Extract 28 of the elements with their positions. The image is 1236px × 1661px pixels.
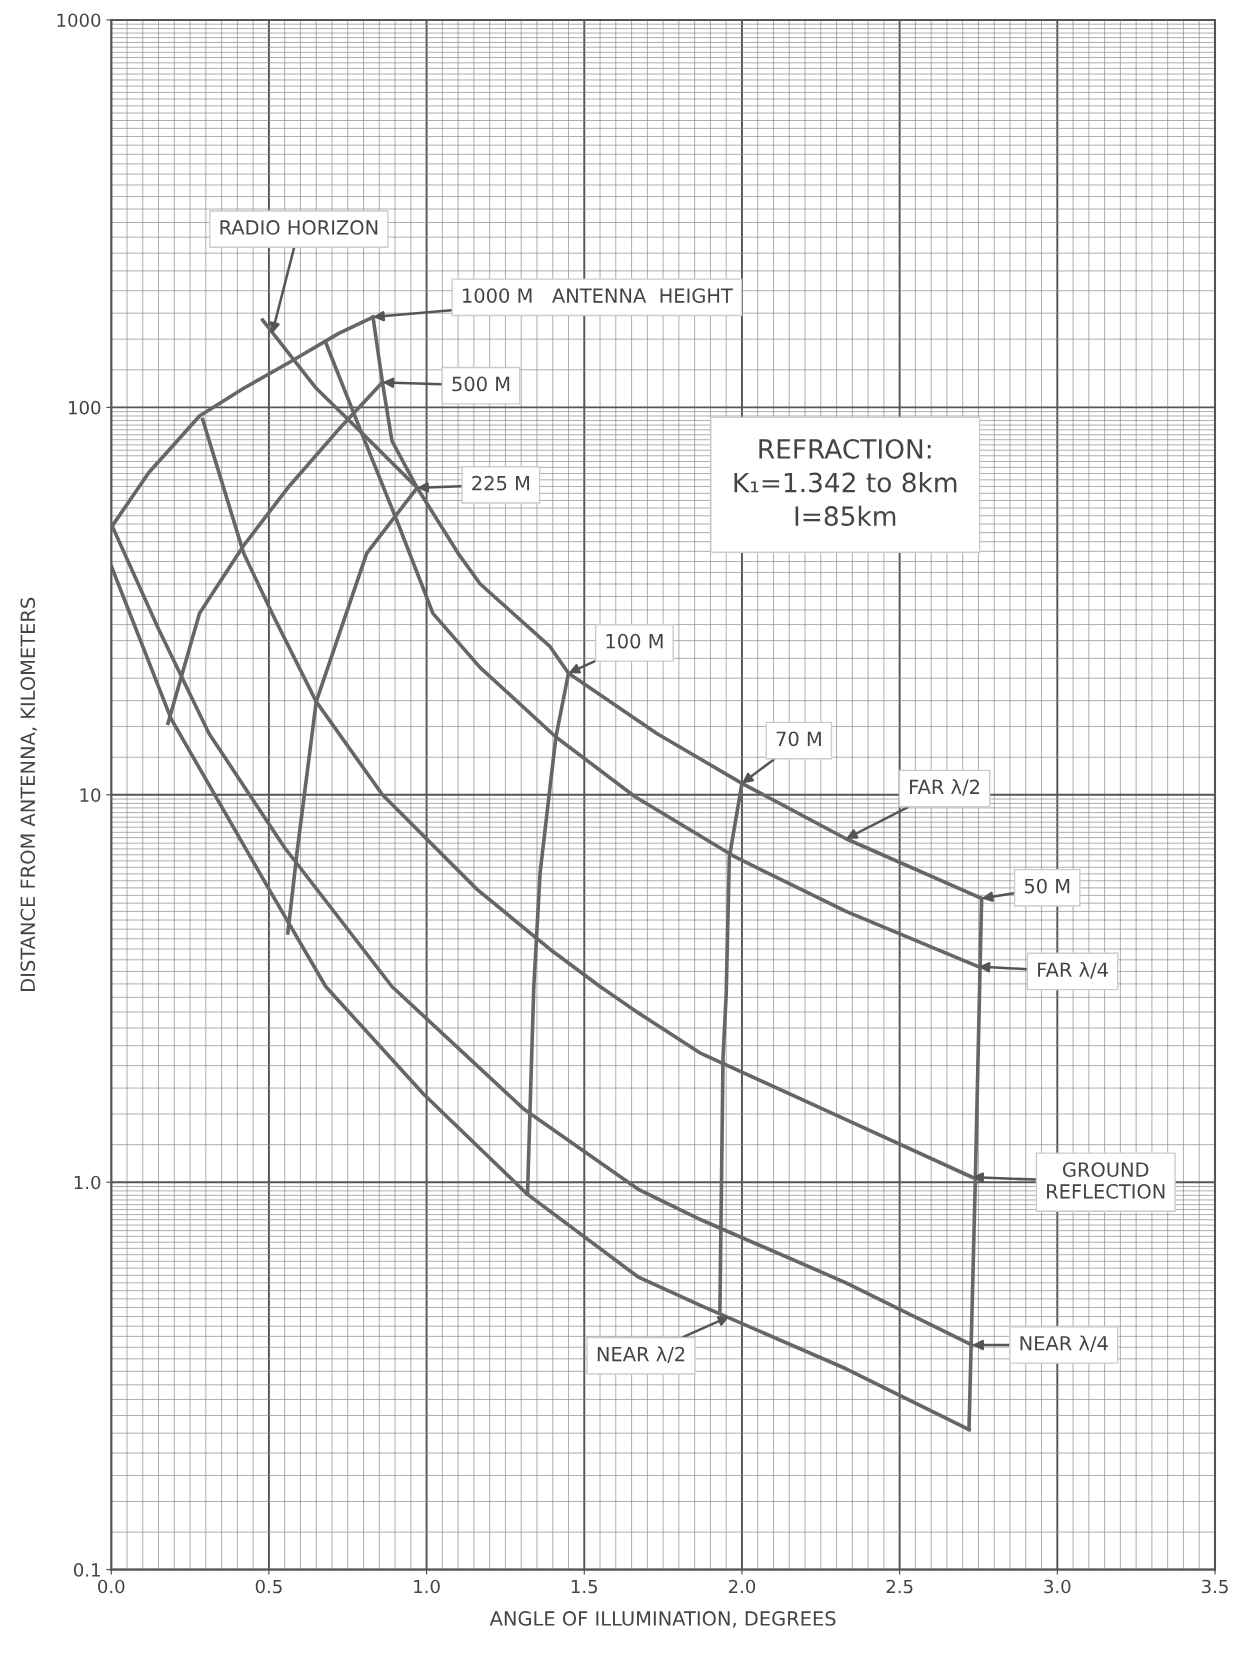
annotation: NEAR λ/4 xyxy=(1020,1335,1108,1353)
annotation: 1000 M ANTENNA HEIGHT xyxy=(463,288,733,303)
x-tick-label: 3.5 xyxy=(1202,1579,1228,1594)
y-tick-label: 100 xyxy=(69,400,101,415)
x-tick-label: 2.0 xyxy=(728,1579,756,1594)
y-tick-label: 0.1 xyxy=(73,1563,100,1577)
annotation: 225 M xyxy=(472,475,529,491)
annotation: RADIO HORIZON xyxy=(220,220,378,235)
y-tick-label: 1000 xyxy=(57,13,101,28)
x-tick-label: 0.5 xyxy=(255,1579,282,1594)
y-tick-label: 1.0 xyxy=(74,1175,101,1190)
annotation: NEAR λ/2 xyxy=(597,1346,685,1363)
annotation: 100 M xyxy=(606,633,663,649)
x-tick-label: 1.0 xyxy=(414,1579,440,1594)
y-axis-title: DISTANCE FROM ANTENNA, KILOMETERS xyxy=(20,597,38,991)
x-tick-label: 2.5 xyxy=(886,1579,913,1594)
x-tick-label: 1.5 xyxy=(571,1579,598,1594)
annotation: FAR λ/4 xyxy=(1038,962,1108,979)
annotation: 500 M xyxy=(452,376,510,392)
x-tick-label: 3.0 xyxy=(1044,1579,1071,1594)
annotation: 50 M xyxy=(1024,878,1070,894)
y-tick-label: 10 xyxy=(80,788,101,802)
x-axis-title: ANGLE OF ILLUMINATION, DEGREES xyxy=(489,1611,836,1628)
annotation: FAR λ/2 xyxy=(910,779,980,796)
annotation: REFRACTION: K₁=1.342 to 8km I=85km xyxy=(734,438,957,527)
x-tick-label: 0.0 xyxy=(98,1579,125,1594)
annotation: GROUND REFLECTION xyxy=(1047,1162,1165,1199)
annotation: 70 M xyxy=(776,731,821,747)
